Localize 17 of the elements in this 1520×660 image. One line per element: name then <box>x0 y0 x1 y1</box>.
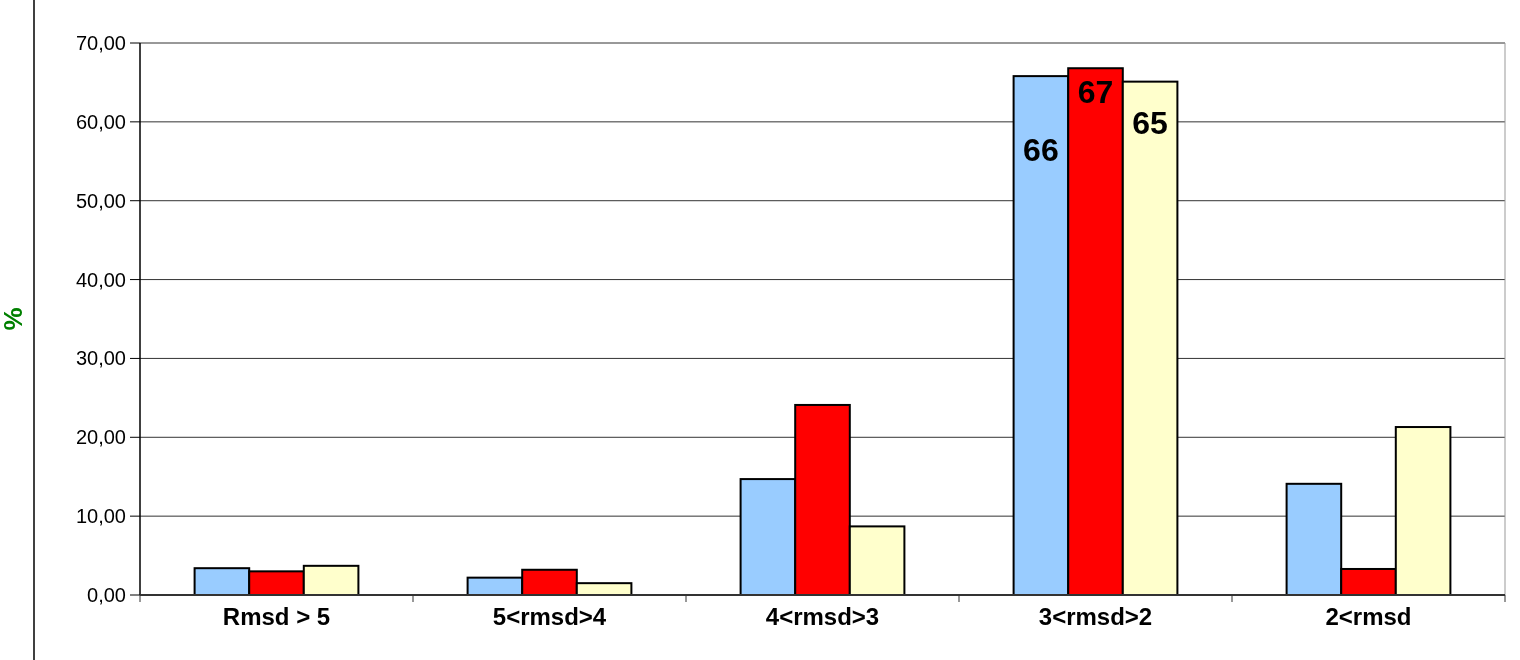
y-tick-label: 10,00 <box>75 505 126 528</box>
y-tick-label: 50,00 <box>75 189 126 212</box>
x-tick-label: Rmsd > 5 <box>222 603 331 630</box>
y-tick-label: 60,00 <box>75 110 126 133</box>
x-tick-label: 3<rmsd>2 <box>1038 603 1153 630</box>
y-tick-label: 40,00 <box>75 268 126 291</box>
x-tick-label: 4<rmsd>3 <box>765 603 880 630</box>
data-label: 66 <box>1023 132 1059 169</box>
y-tick-label: 30,00 <box>75 347 126 370</box>
x-tick-label: 2<rmsd <box>1325 603 1412 630</box>
y-tick-label: 0,00 <box>87 584 126 606</box>
x-tick-label: 5<rmsd>4 <box>492 603 607 630</box>
y-tick-label: 70,00 <box>75 32 126 54</box>
data-label: 67 <box>1077 74 1114 111</box>
y-axis-title: % <box>0 307 28 331</box>
data-label: 65 <box>1132 104 1168 141</box>
y-tick-label: 20,00 <box>75 426 126 449</box>
